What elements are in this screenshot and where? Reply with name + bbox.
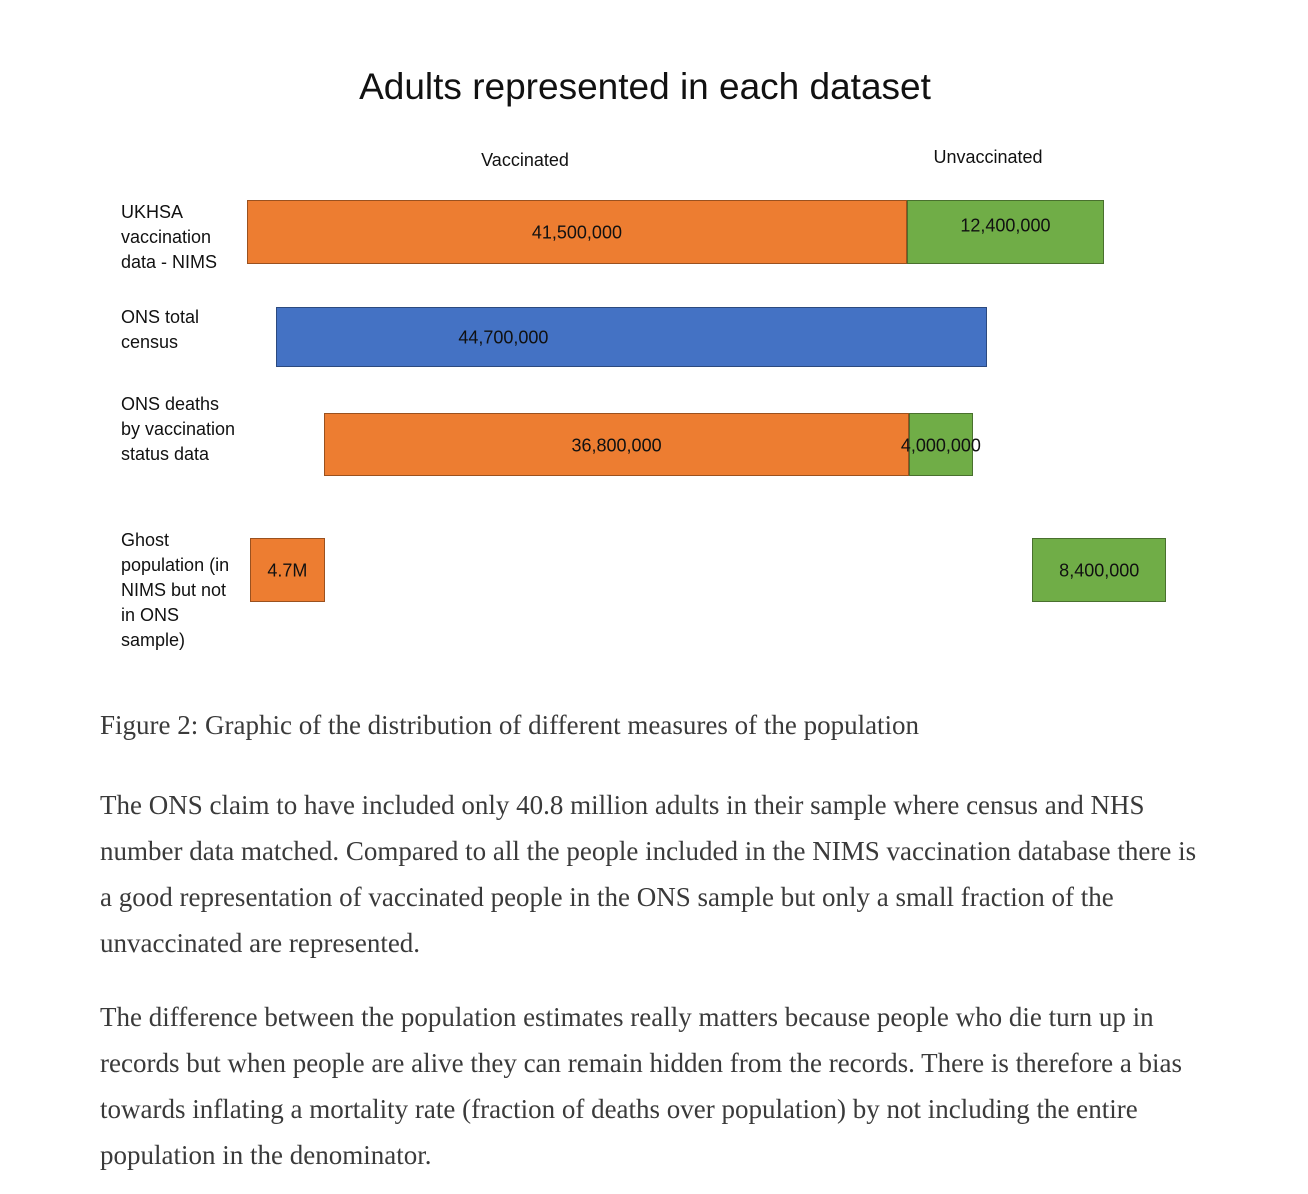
bar-nims-unvaccinated: [906, 200, 1104, 264]
bar-ons-deaths-vaccinated: [324, 413, 910, 476]
bar-label-nims-vaccinated: 41,500,000: [531, 222, 622, 243]
row-label-ghost-population: Ghost population (in NIMS but not in ONS…: [121, 530, 230, 650]
bar-nims-vaccinated: [247, 200, 907, 264]
bar-label-ghost-unvaccinated: 8,400,000: [1059, 560, 1140, 581]
bar-ghost-unvaccinated: [1032, 538, 1166, 602]
body-paragraph-1: The ONS claim to have included only 40.8…: [100, 790, 1197, 958]
row-label-ons-deaths: ONS deaths by vaccination status data: [121, 394, 236, 464]
body-paragraph-2: The difference between the population es…: [100, 1002, 1183, 1170]
bar-label-ons-deaths-vaccinated: 36,800,000: [571, 435, 662, 455]
bar-ghost-vaccinated: [250, 538, 325, 602]
bar-label-ons-deaths-unvaccinated: 4,000,000: [900, 435, 981, 455]
row-label-ons-census: ONS total census: [121, 307, 200, 352]
column-label-unvaccinated: Unvaccinated: [933, 147, 1043, 167]
bar-ons-census-total: [276, 307, 987, 367]
row-label-nims: UKHSA vaccination data - NIMS: [121, 202, 218, 272]
bar-label-nims-unvaccinated: 12,400,000: [960, 215, 1051, 236]
figure-caption: Figure 2: Graphic of the distribution of…: [100, 710, 920, 740]
chart-title: Adults represented in each dataset: [359, 66, 931, 107]
bar-label-ons-census-total: 44,700,000: [458, 327, 549, 348]
bar-ons-deaths-unvaccinated: [909, 413, 973, 476]
bar-label-ghost-vaccinated: 4.7M: [267, 560, 308, 581]
column-label-vaccinated: Vaccinated: [481, 150, 569, 170]
